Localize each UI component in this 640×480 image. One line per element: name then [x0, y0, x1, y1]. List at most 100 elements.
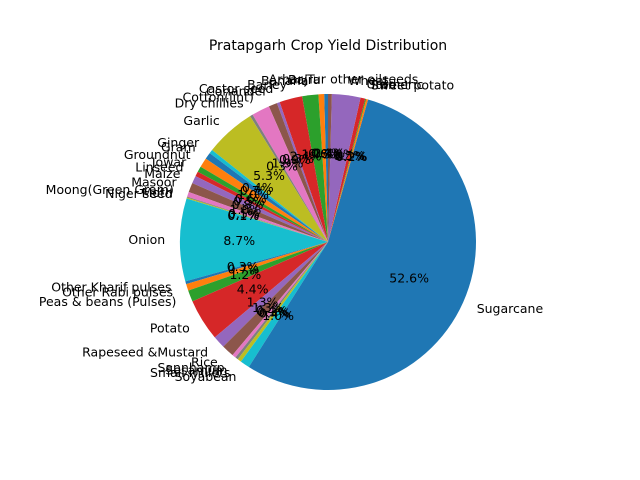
pie-slice-banana [302, 94, 328, 242]
slice-label-masoor: Masoor [131, 175, 177, 190]
pct-label-other-oilseeds: 0.4% [313, 146, 345, 161]
slice-label-other-rabi-pulses: Other Rabi pulses [62, 284, 173, 299]
pie-slice-jowar [197, 166, 328, 242]
slice-label-soyabean: Soyabean [175, 369, 237, 384]
pie-slice-sweet-potato [328, 99, 369, 243]
pie-slice-other-rabi-pulses [186, 242, 328, 291]
pie-slice-coriander [268, 103, 328, 242]
slice-label-arhar-tur: Arhar/Tur [269, 72, 327, 87]
pct-label-barley: 2.4% [290, 149, 322, 164]
slice-label-rice: Rice [191, 354, 218, 369]
pie-slice-onion [180, 198, 328, 282]
pct-label-linseed: 0.5% [233, 194, 265, 209]
pie-slice-moong-green-gram [187, 192, 328, 242]
slice-label-wheat: Wheat [348, 73, 389, 88]
slice-label-sesamum: Sesamum [165, 363, 227, 378]
pct-label-small-millets: 0.4% [259, 306, 291, 321]
slice-label-other-oilseeds: other oilseeds [330, 72, 418, 87]
pct-label-sannhamp: 0.4% [256, 303, 288, 318]
pie-slice-groundnut [200, 158, 328, 242]
percentage-labels: 0.4%0.6%1.7%2.4%0.3%0.9%1.9%0.3%5.3%0.4%… [223, 146, 429, 323]
pie-slices [180, 94, 476, 390]
pct-label-sweet-potato: 0.2% [336, 149, 368, 164]
pct-label-arhar-tur: 0.4% [311, 146, 343, 161]
slice-label-urad: Urad [366, 76, 396, 91]
pct-label-maize: 0.8% [232, 197, 264, 212]
slice-label-potato: Potato [150, 320, 190, 335]
slice-label-banana: Banana [261, 73, 308, 88]
pct-label-masoor: 1.0% [230, 202, 262, 217]
pct-label-banana: 1.7% [301, 146, 333, 161]
slice-label-barley: Barley [247, 77, 288, 92]
pct-label-niger-seed: 0.1% [227, 208, 259, 223]
slice-label-sannhamp: Sannhamp [157, 360, 224, 375]
pct-label-cotton-lint: 1.9% [272, 155, 304, 170]
slice-label-turmeric: Turmeric [368, 77, 423, 92]
pie-slice-niger-seed [186, 197, 328, 242]
pie-slice-wheat [328, 94, 361, 242]
pie-slice-peas-beans-pulses [188, 242, 328, 302]
pie-slice-soyabean [240, 242, 328, 368]
slice-label-peas-beans-pulses: Peas & beans (Pulses) [39, 294, 177, 309]
slice-label-dry-chillies: Dry chillies [175, 95, 244, 110]
pct-label-moong-green-gram: 0.5% [228, 206, 260, 221]
slice-label-moth: Moth [142, 185, 173, 200]
pie-slice-moth [186, 196, 328, 242]
pct-label-sugarcane: 52.6% [389, 271, 429, 286]
pie-slice-maize [192, 176, 328, 242]
pie-slice-castor-seed [276, 102, 328, 242]
pct-label-groundnut: 1.0% [237, 187, 269, 202]
pie-slice-other-oilseeds [328, 94, 332, 242]
pie-slice-cotton-lint [252, 106, 328, 242]
slice-label-moong-green-gram: Moong(Green Gram) [46, 182, 174, 197]
slice-label-jowar: Jowar [151, 154, 187, 169]
pct-label-rapeseed-mustard: 1.3% [247, 295, 279, 310]
pie-slice-potato [192, 242, 328, 338]
pie-slice-other-kharif-pulses [185, 242, 328, 285]
slice-label-castor-seed: Castor seed [199, 81, 273, 96]
pie-slice-sugarcane [248, 99, 476, 390]
slice-label-other-kharif-pulses: Other Kharif pulses [51, 279, 171, 294]
pct-label-ginger: 0.4% [242, 180, 274, 195]
pie-slice-turmeric [328, 98, 367, 243]
slice-label-coriander: Coriander [206, 83, 268, 98]
pie-slice-linseed [195, 171, 328, 242]
pie-slice-garlic [212, 116, 328, 242]
pct-label-garlic: 5.3% [253, 168, 285, 183]
slice-label-sugarcane: Sugarcane [477, 301, 544, 316]
slice-label-rapeseed-mustard: Rapeseed &Mustard [82, 345, 208, 360]
pie-slice-masoor [188, 183, 328, 242]
pct-label-soyabean: 1.0% [262, 308, 294, 323]
pie-slice-urad [328, 97, 366, 242]
slice-label-groundnut: Groundnut [124, 147, 191, 162]
pct-label-coriander: 0.9% [279, 152, 311, 167]
pct-label-castor-seed: 0.3% [282, 151, 314, 166]
slice-label-bajra: Bajra [288, 72, 321, 87]
slice-label-niger-seed: Niger seed [105, 186, 172, 201]
pct-label-onion: 8.7% [223, 233, 255, 248]
pie-slice-small-millets [237, 242, 328, 362]
slice-label-maize: Maize [144, 166, 180, 181]
slice-label-onion: Onion [128, 232, 165, 247]
pct-label-sesamum: 0.3% [257, 304, 289, 319]
slice-label-garlic: Garlic [183, 113, 219, 128]
slice-label-linseed: Linseed [135, 160, 183, 175]
pct-label-jowar: 0.6% [235, 191, 267, 206]
pct-label-moth: 0.1% [228, 208, 260, 223]
pie-slice-dry-chillies [250, 114, 328, 242]
pct-label-peas-beans-pulses: 1.2% [229, 267, 261, 282]
pct-label-other-rabi-pulses: 0.7% [228, 262, 260, 277]
pct-label-other-kharif-pulses: 0.3% [227, 259, 259, 274]
pie-slice-gram [205, 153, 328, 242]
pie-slice-sannhamp [232, 242, 328, 358]
slice-label-gram: Gram [161, 140, 196, 155]
slice-label-ginger: Ginger [157, 135, 200, 150]
pie-slice-bajra [318, 94, 328, 242]
pct-label-dry-chillies: 0.3% [266, 159, 298, 174]
slice-label-sweet-potato: Sweet potato [371, 77, 454, 92]
pct-label-gram: 0.7% [240, 183, 272, 198]
pct-label-rice: 1.3% [252, 300, 284, 315]
pie-slice-rice [223, 242, 328, 356]
